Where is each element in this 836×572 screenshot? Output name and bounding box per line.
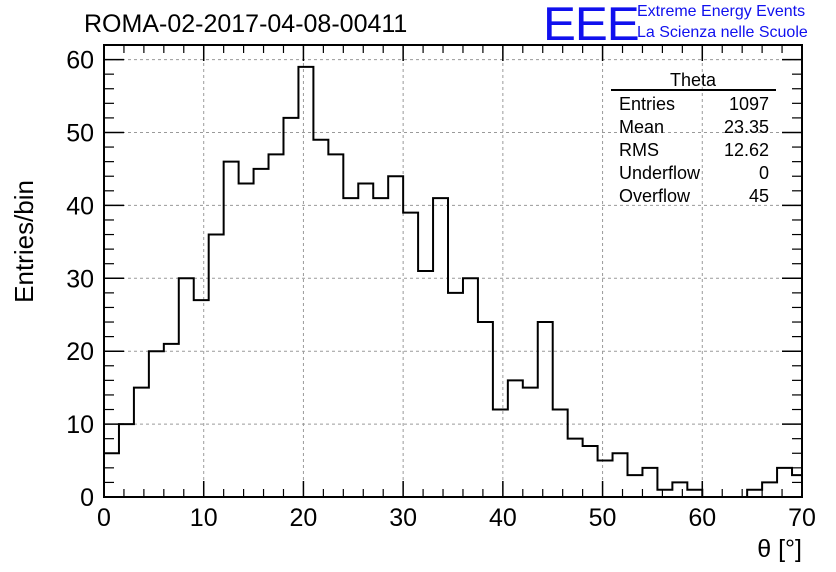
x-tick-label: 20 [290,504,318,532]
stats-row-value: 1097 [729,94,769,114]
histogram-bin [433,198,448,497]
histogram-bin [313,140,328,497]
histogram-bin [239,184,254,497]
histogram-bin [523,388,538,497]
stats-row-label: Underflow [619,163,701,183]
histogram-bin [657,490,672,497]
histogram-bin [687,490,702,497]
histogram-bin [478,322,493,497]
stats-title: Theta [670,70,717,90]
histogram-bin [493,410,508,497]
histogram-bin [119,424,134,497]
stats-rows: Entries 1097 Mean 23.35 RMS 12.62 Underflow 0 Ov… [619,94,769,206]
y-tick-label: 20 [66,338,94,366]
histogram-bin [134,388,149,497]
histogram-bin [343,198,358,497]
histogram-bin [164,344,179,497]
histogram-step-line [104,65,802,498]
histogram-bin [388,176,403,497]
logo-caption-line2: La Scienza nelle Scuole [637,24,808,41]
histogram-bin [568,439,583,497]
histogram-bin [672,482,687,497]
histogram-bin [538,322,553,497]
y-tick-label: 50 [66,119,94,147]
histogram-bin [553,410,568,497]
histogram-bin [209,235,224,497]
x-tick-label: 40 [489,504,517,532]
histogram-bin [283,118,298,497]
y-tick-label: 30 [66,265,94,293]
histogram-bin [373,198,388,497]
histogram-bin [254,169,269,497]
stats-row-value: 45 [749,186,769,206]
eee-logo: EEE [543,0,640,50]
histogram-bin [762,482,777,497]
histogram-bin [598,461,613,497]
stats-row-label: RMS [619,140,659,160]
stats-row-value: 23.35 [724,117,769,137]
histogram-bin [104,453,119,497]
x-axis-label: θ [°] [757,535,802,563]
histogram-bins [104,65,802,498]
x-tick-labels: 0 10 20 30 40 50 60 70 [97,504,816,532]
histogram-bin [328,154,343,497]
histogram-bin [448,293,463,497]
histogram-bin [642,468,657,497]
histogram-bin [358,184,373,497]
grid-lines [104,45,802,497]
histogram-bin [149,351,164,497]
x-tick-label: 70 [788,504,816,532]
x-tick-label: 10 [190,504,218,532]
chart-title: ROMA-02-2017-04-08-00411 [84,10,408,38]
logo-caption-line1: Extreme Energy Events [637,3,806,20]
histogram-bin [463,278,478,497]
histogram-bin [269,154,284,497]
stats-row-value: 12.62 [724,140,769,160]
histogram-bin [298,67,313,497]
x-tick-label: 50 [589,504,617,532]
histogram-bin [179,278,194,497]
x-tick-label: 0 [97,504,111,532]
x-tick-label: 30 [389,504,417,532]
histogram-bin [777,468,792,497]
y-tick-labels: 0 10 20 30 40 50 60 [66,47,94,512]
y-tick-label: 40 [66,192,94,220]
x-tick-label: 60 [688,504,716,532]
histogram-bin [224,162,239,497]
stats-row-label: Entries [619,94,675,114]
histogram-bin [583,446,598,497]
histogram-bin [418,271,433,497]
stats-box: Theta Entries 1097 Mean 23.35 RMS 12.62 Underf… [611,70,776,206]
y-axis-label: Entries/bin [9,180,39,303]
plot-frame [103,44,803,498]
y-tick-label: 60 [66,47,94,75]
y-tick-label: 0 [80,484,94,512]
histogram-bin [628,475,643,497]
histogram-bin [613,453,628,497]
stats-row-label: Overflow [619,186,691,206]
stats-row-label: Mean [619,117,664,137]
stats-row-value: 0 [759,163,769,183]
y-tick-label: 10 [66,411,94,439]
histogram-bin [194,300,209,497]
histogram-bin [508,380,523,497]
histogram-bin [403,213,418,497]
histogram-bin [792,475,802,497]
histogram-bin [747,490,762,497]
